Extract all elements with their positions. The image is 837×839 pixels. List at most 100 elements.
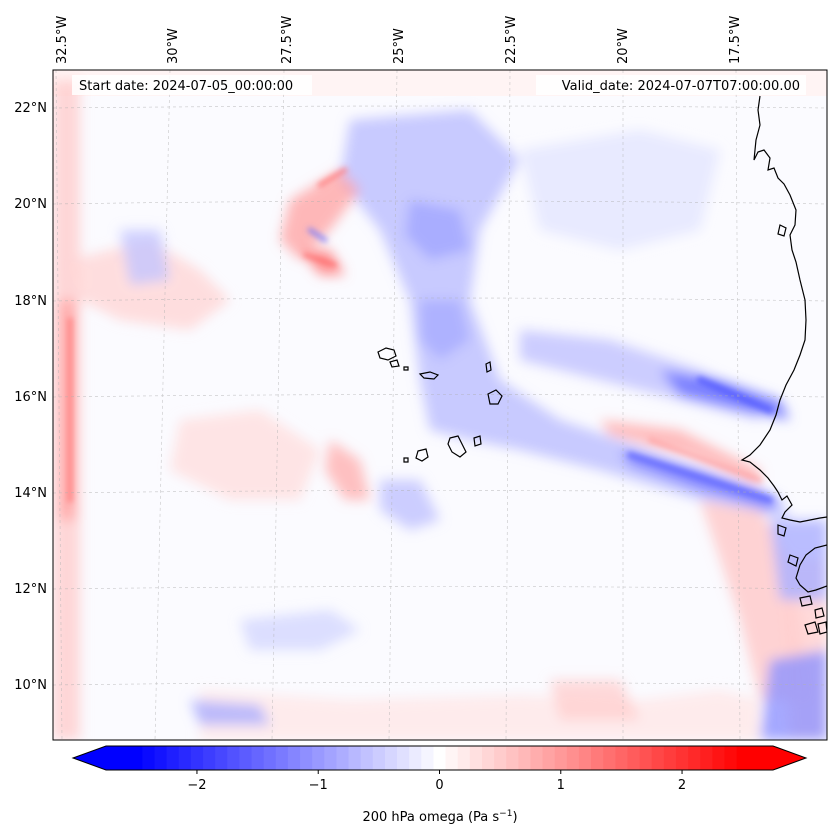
meridian-22-5w [505,70,511,740]
parallel-20n [53,200,827,205]
colorbar-segment [106,746,119,770]
meridian-32-5w [55,70,63,740]
island-sao-nicolau [418,371,440,380]
omega-streaks [67,167,774,503]
colorbar-segment [263,746,277,770]
valid-date-box [536,75,806,95]
island-boa-vista [487,389,503,405]
meridian-25w [388,70,398,740]
colorbar-label: 200 hPa omega (Pa s−1) [362,809,517,825]
colorbar-segment [700,746,713,770]
colorbar-segments [73,746,806,770]
colorbar: −2 −1 0 1 2 200 hPa omega (Pa s−1) [71,745,808,825]
lat-label: 22°N [14,101,47,116]
colorbar-segment [651,746,665,770]
colorbar-tick-label: −2 [187,778,206,793]
colorbar-outline [71,745,808,771]
parallel-10n [53,682,827,686]
colorbar-segment [360,746,374,770]
coastal-islands-4 [814,607,825,619]
colorbar-segment [336,746,350,770]
coastal-islands-6 [817,621,827,635]
colorbar-extend-min [73,746,106,770]
lon-label: 20°W [616,28,631,64]
island-santo-antao [377,347,397,361]
colorbar-segment [542,746,556,770]
colorbar-segment [603,746,616,770]
colorbar-segment [663,746,677,770]
lat-label: 10°N [14,678,47,693]
colorbar-segment [348,746,362,770]
island-santa-luzia [403,366,409,371]
lon-label: 32.5°W [55,16,70,64]
island-sal [485,361,492,373]
colorbar-segment [736,746,750,770]
colorbar-segment [287,746,301,770]
lon-label: 17.5°W [728,16,743,64]
island-fogo [415,448,429,462]
coastal-islands-5 [804,621,819,635]
colorbar-segment [494,746,507,770]
lat-label: 12°N [14,582,47,597]
lon-label: 25°W [392,28,407,64]
colorbar-segment [154,746,168,770]
colorbar-segment [421,746,435,770]
colorbar-segment [166,746,180,770]
colorbar-segment [457,746,471,770]
island-brava [403,457,409,463]
graticule [53,70,827,740]
colorbar-tick-label: 1 [557,778,565,793]
colorbar-segment [639,746,653,770]
colorbar-segment [372,746,386,770]
colorbar-segment [384,746,398,770]
parallel-18n [53,297,827,302]
colorbar-segment [433,746,447,770]
parallel-16n [53,394,827,398]
colorbar-segment [178,746,192,770]
colorbar-segment [118,746,131,770]
longitude-labels: 32.5°W 30°W 27.5°W 25°W 22.5°W 20°W 17.5… [55,16,743,64]
colorbar-segment [130,746,143,770]
lon-label: 27.5°W [280,16,295,64]
map-border [52,69,828,741]
latitude-labels: 22°N 20°N 18°N 16°N 14°N 12°N 10°N [14,101,47,693]
colorbar-segment [324,746,338,770]
colorbar-segment [506,746,519,770]
coastal-islands-1 [777,524,787,537]
colorbar-tick-label: 0 [435,778,443,793]
colorbar-segment [627,746,641,770]
colorbar-segment [554,746,568,770]
colorbar-segment [215,746,228,770]
colorbar-segment [615,746,629,770]
guinea-bissau-coast [795,544,827,593]
colorbar-segment [275,746,289,770]
colorbar-segment [518,746,532,770]
meridian-17-5w [735,70,741,740]
colorbar-segment [397,746,410,770]
colorbar-tick-label: 2 [678,778,686,793]
canary-tip [777,224,787,237]
colorbar-segment [469,746,483,770]
start-date-label: Start date: 2024-07-05_00:00:00 [79,79,293,94]
colorbar-segment [724,746,738,770]
coastlines [377,95,827,635]
meridian-30w [154,70,171,740]
island-sao-vicente [389,359,400,368]
colorbar-extend-max [773,746,806,770]
colorbar-segment [239,746,253,770]
colorbar-segment [227,746,240,770]
colorbar-segment [251,746,265,770]
colorbar-tick-label: −1 [309,778,328,793]
colorbar-segment [530,746,544,770]
colorbar-segment [591,746,604,770]
parallel-14n [53,490,827,494]
colorbar-segment [712,746,726,770]
island-maio [473,435,482,447]
lat-label: 14°N [14,486,47,501]
colorbar-segment [445,746,459,770]
colorbar-ticks: −2 −1 0 1 2 [187,770,686,793]
parallel-22n [53,105,827,109]
map-area [53,70,827,740]
colorbar-segment [566,746,580,770]
